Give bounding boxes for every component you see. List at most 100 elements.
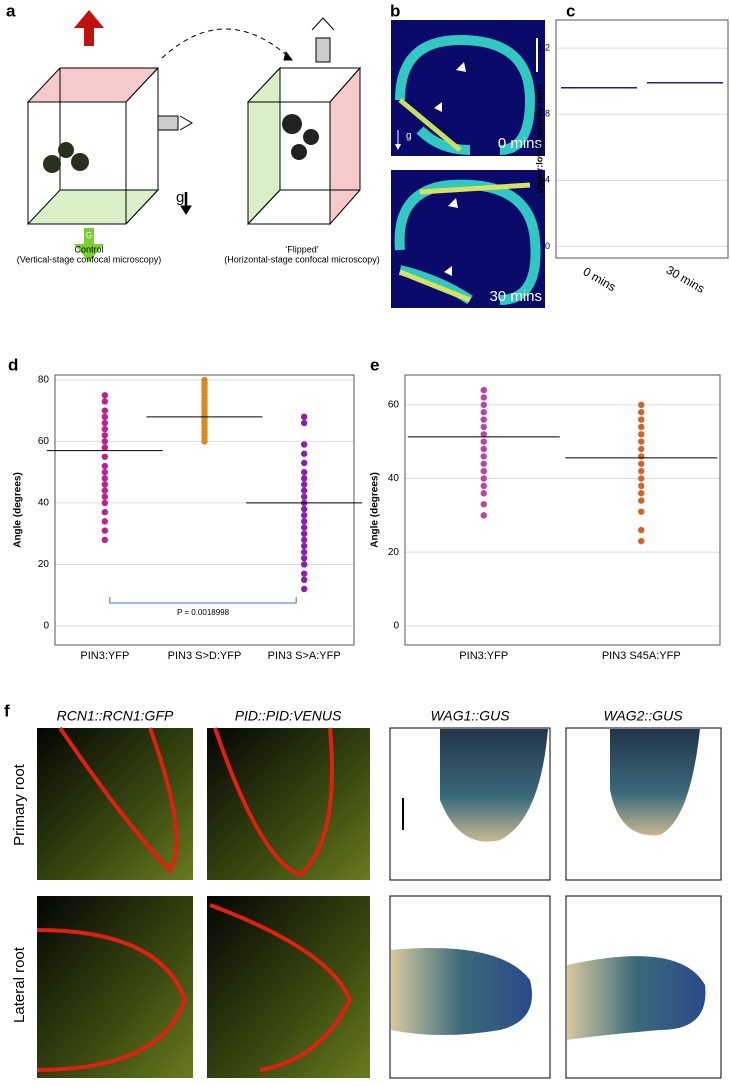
dot xyxy=(480,501,487,508)
panel-labels: a b c d e f xyxy=(4,1,575,720)
dot xyxy=(300,487,308,494)
x-tick-label: PIN3 S45A:YFP xyxy=(602,650,681,662)
time-label: 0 mins xyxy=(498,135,542,152)
dot xyxy=(101,475,109,482)
dot xyxy=(480,423,487,431)
y-tick-label: 0.8 xyxy=(537,109,550,119)
dot xyxy=(300,561,308,568)
y-tick-label: 20 xyxy=(388,547,400,558)
x-tick-label: PIN3:YFP xyxy=(80,650,129,662)
dot xyxy=(101,438,109,445)
dot xyxy=(300,459,308,467)
time-label: 30 mins xyxy=(489,288,542,305)
y-tick-label: 80 xyxy=(38,375,50,386)
dot xyxy=(101,398,109,405)
row-label: Primary root xyxy=(11,763,28,846)
dot xyxy=(638,431,645,438)
plot-frame xyxy=(404,374,721,646)
dot xyxy=(300,413,308,421)
dot xyxy=(480,453,487,460)
panel-b xyxy=(391,20,545,308)
panel-label: c xyxy=(566,1,575,20)
dot xyxy=(480,431,487,438)
panel-f xyxy=(36,726,722,1079)
y-tick-label: 1.2 xyxy=(537,42,550,52)
y-tick-label: 60 xyxy=(388,399,400,410)
dot xyxy=(300,493,308,500)
dot xyxy=(480,490,487,497)
panel-label: b xyxy=(390,1,400,20)
dot xyxy=(300,570,308,577)
arrow-label: G xyxy=(86,231,92,240)
x-tick-label: PIN3 S>D:YFP xyxy=(168,650,242,662)
dot xyxy=(101,468,109,476)
dot xyxy=(300,419,308,427)
dot xyxy=(300,555,308,562)
y-axis-label: Upper:lower polarity ratio xyxy=(534,84,544,194)
dot xyxy=(101,407,109,414)
column-header: RCN1::RCN1:GFP xyxy=(57,708,174,724)
gravity-label: g xyxy=(406,131,412,142)
dot xyxy=(101,493,109,500)
y-tick-label: 20 xyxy=(38,559,50,570)
dot xyxy=(300,450,308,457)
dot xyxy=(480,401,487,409)
dot xyxy=(101,425,109,433)
bracket xyxy=(109,597,297,604)
dot xyxy=(480,416,487,423)
dot xyxy=(300,576,308,584)
dot xyxy=(300,548,308,556)
dot xyxy=(300,475,308,482)
dot xyxy=(480,467,487,475)
x-tick-label: 30 mins xyxy=(664,263,707,296)
dot xyxy=(300,512,308,519)
dot xyxy=(101,453,109,460)
x-tick-label: 0 mins xyxy=(581,264,619,294)
dot xyxy=(101,432,109,439)
dot xyxy=(101,527,109,534)
dot xyxy=(101,413,109,421)
dot xyxy=(300,441,308,448)
y-tick-label: 0 xyxy=(545,241,550,251)
dot xyxy=(101,419,109,427)
dot xyxy=(101,518,109,525)
dot xyxy=(101,462,109,470)
dot xyxy=(300,524,308,531)
y-tick-label: 0.4 xyxy=(537,175,550,185)
y-axis-label: Angle (degrees) xyxy=(13,472,24,548)
panel-label: f xyxy=(4,701,10,720)
caption: (Vertical-stage confocal microscopy) xyxy=(17,254,162,264)
y-tick-label: 0 xyxy=(43,621,49,632)
annotation: P = 0.0018998 xyxy=(177,608,230,617)
dot xyxy=(638,467,645,475)
plot-frame xyxy=(54,374,355,646)
panel-label: e xyxy=(370,355,379,374)
dot xyxy=(480,460,487,467)
dot xyxy=(638,460,645,467)
caption: (Horizontal-stage confocal microscopy) xyxy=(224,254,380,264)
x-tick-label: PIN3:YFP xyxy=(459,650,508,662)
dot xyxy=(480,394,487,401)
dot xyxy=(638,497,645,504)
panel-label: a xyxy=(6,1,16,20)
dot xyxy=(101,487,109,494)
caption: ‘Flipped’ xyxy=(285,244,319,254)
dot xyxy=(300,468,308,476)
x-tick-label: PIN3 S>A:YFP xyxy=(268,650,341,662)
panel-label: d xyxy=(8,355,18,374)
dot xyxy=(480,475,487,482)
y-axis-label: Angle (degrees) xyxy=(370,472,381,548)
dot xyxy=(101,536,109,544)
dot xyxy=(101,392,109,399)
plot-frame xyxy=(555,19,729,259)
caption: Control xyxy=(74,244,103,254)
dot xyxy=(201,438,208,445)
y-tick-label: 40 xyxy=(388,473,400,484)
y-tick-label: 60 xyxy=(38,436,50,447)
dot xyxy=(300,542,308,550)
dot xyxy=(638,445,645,453)
dot xyxy=(101,499,109,507)
dot xyxy=(638,438,645,445)
column-header: WAG1::GUS xyxy=(430,708,510,724)
